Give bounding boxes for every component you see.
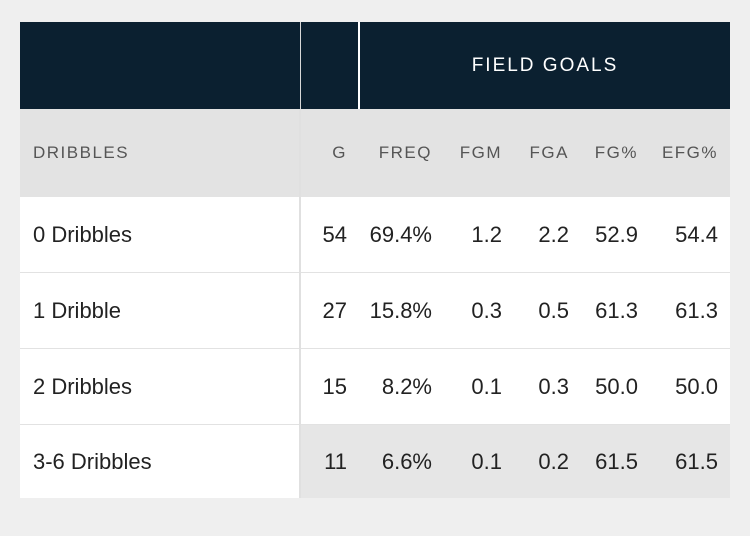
row-label: 1 Dribble [33, 297, 122, 323]
group-header-row: FIELD GOALS [20, 22, 730, 109]
header-divider [300, 22, 301, 109]
column-header-row: DRIBBLES G FREQ FGM FGA FG% EFG% [20, 109, 730, 197]
cell-freq: 69.4% [369, 221, 432, 247]
col-header-dribbles[interactable]: DRIBBLES [33, 143, 130, 162]
table-row: 1 Dribble 27 15.8% 0.3 0.5 61.3 61.3 [20, 273, 730, 349]
table-row-highlighted[interactable]: 3-6 Dribbles 11 6.6% 0.1 0.2 61.5 61.5 [20, 425, 730, 498]
cell-g: 54 [322, 221, 347, 247]
cell-g: 27 [322, 297, 347, 323]
cell-fgm: 0.3 [471, 297, 502, 323]
cell-fgm: 0.1 [471, 373, 502, 399]
cell-efg-pct: 54.4 [675, 221, 718, 247]
cell-g: 15 [322, 373, 347, 399]
cell-g: 11 [324, 448, 347, 474]
table-row: 2 Dribbles 15 8.2% 0.1 0.3 50.0 50.0 [20, 349, 730, 425]
cell-fga: 0.2 [538, 448, 569, 474]
cell-fg-pct: 61.3 [595, 297, 638, 323]
dribbles-stats-table: FIELD GOALS DRIBBLES G FREQ FGM FGA FG% … [20, 22, 730, 498]
cell-fg-pct: 52.9 [595, 221, 638, 247]
col-header-efg-pct[interactable]: EFG% [661, 143, 718, 162]
col-header-fg-pct[interactable]: FG% [594, 143, 638, 162]
cell-fg-pct: 50.0 [595, 373, 638, 399]
cell-freq: 6.6% [381, 448, 432, 474]
col-header-g[interactable]: G [332, 143, 347, 162]
col-header-fga[interactable]: FGA [529, 143, 569, 162]
row-label: 3-6 Dribbles [33, 448, 152, 474]
frozen-column-divider [299, 109, 301, 498]
col-header-fgm[interactable]: FGM [459, 143, 502, 162]
cell-fga: 2.2 [538, 221, 569, 247]
cell-fg-pct: 61.5 [595, 448, 638, 474]
cell-efg-pct: 61.3 [675, 297, 718, 323]
cell-efg-pct: 50.0 [675, 373, 718, 399]
row-label: 2 Dribbles [33, 373, 133, 399]
cell-freq: 15.8% [369, 297, 432, 323]
row-highlight-bg [300, 425, 730, 498]
row-label: 0 Dribbles [33, 221, 133, 247]
cell-fgm: 1.2 [471, 221, 502, 247]
cell-freq: 8.2% [381, 373, 432, 399]
field-goals-group-label: FIELD GOALS [471, 55, 619, 76]
cell-fga: 0.5 [538, 297, 569, 323]
col-header-freq[interactable]: FREQ [378, 143, 432, 162]
table-row: 0 Dribbles 54 69.4% 1.2 2.2 52.9 54.4 [20, 197, 730, 273]
cell-fgm: 0.1 [471, 448, 502, 474]
header-divider [358, 22, 360, 109]
cell-fga: 0.3 [538, 373, 569, 399]
cell-efg-pct: 61.5 [675, 448, 718, 474]
